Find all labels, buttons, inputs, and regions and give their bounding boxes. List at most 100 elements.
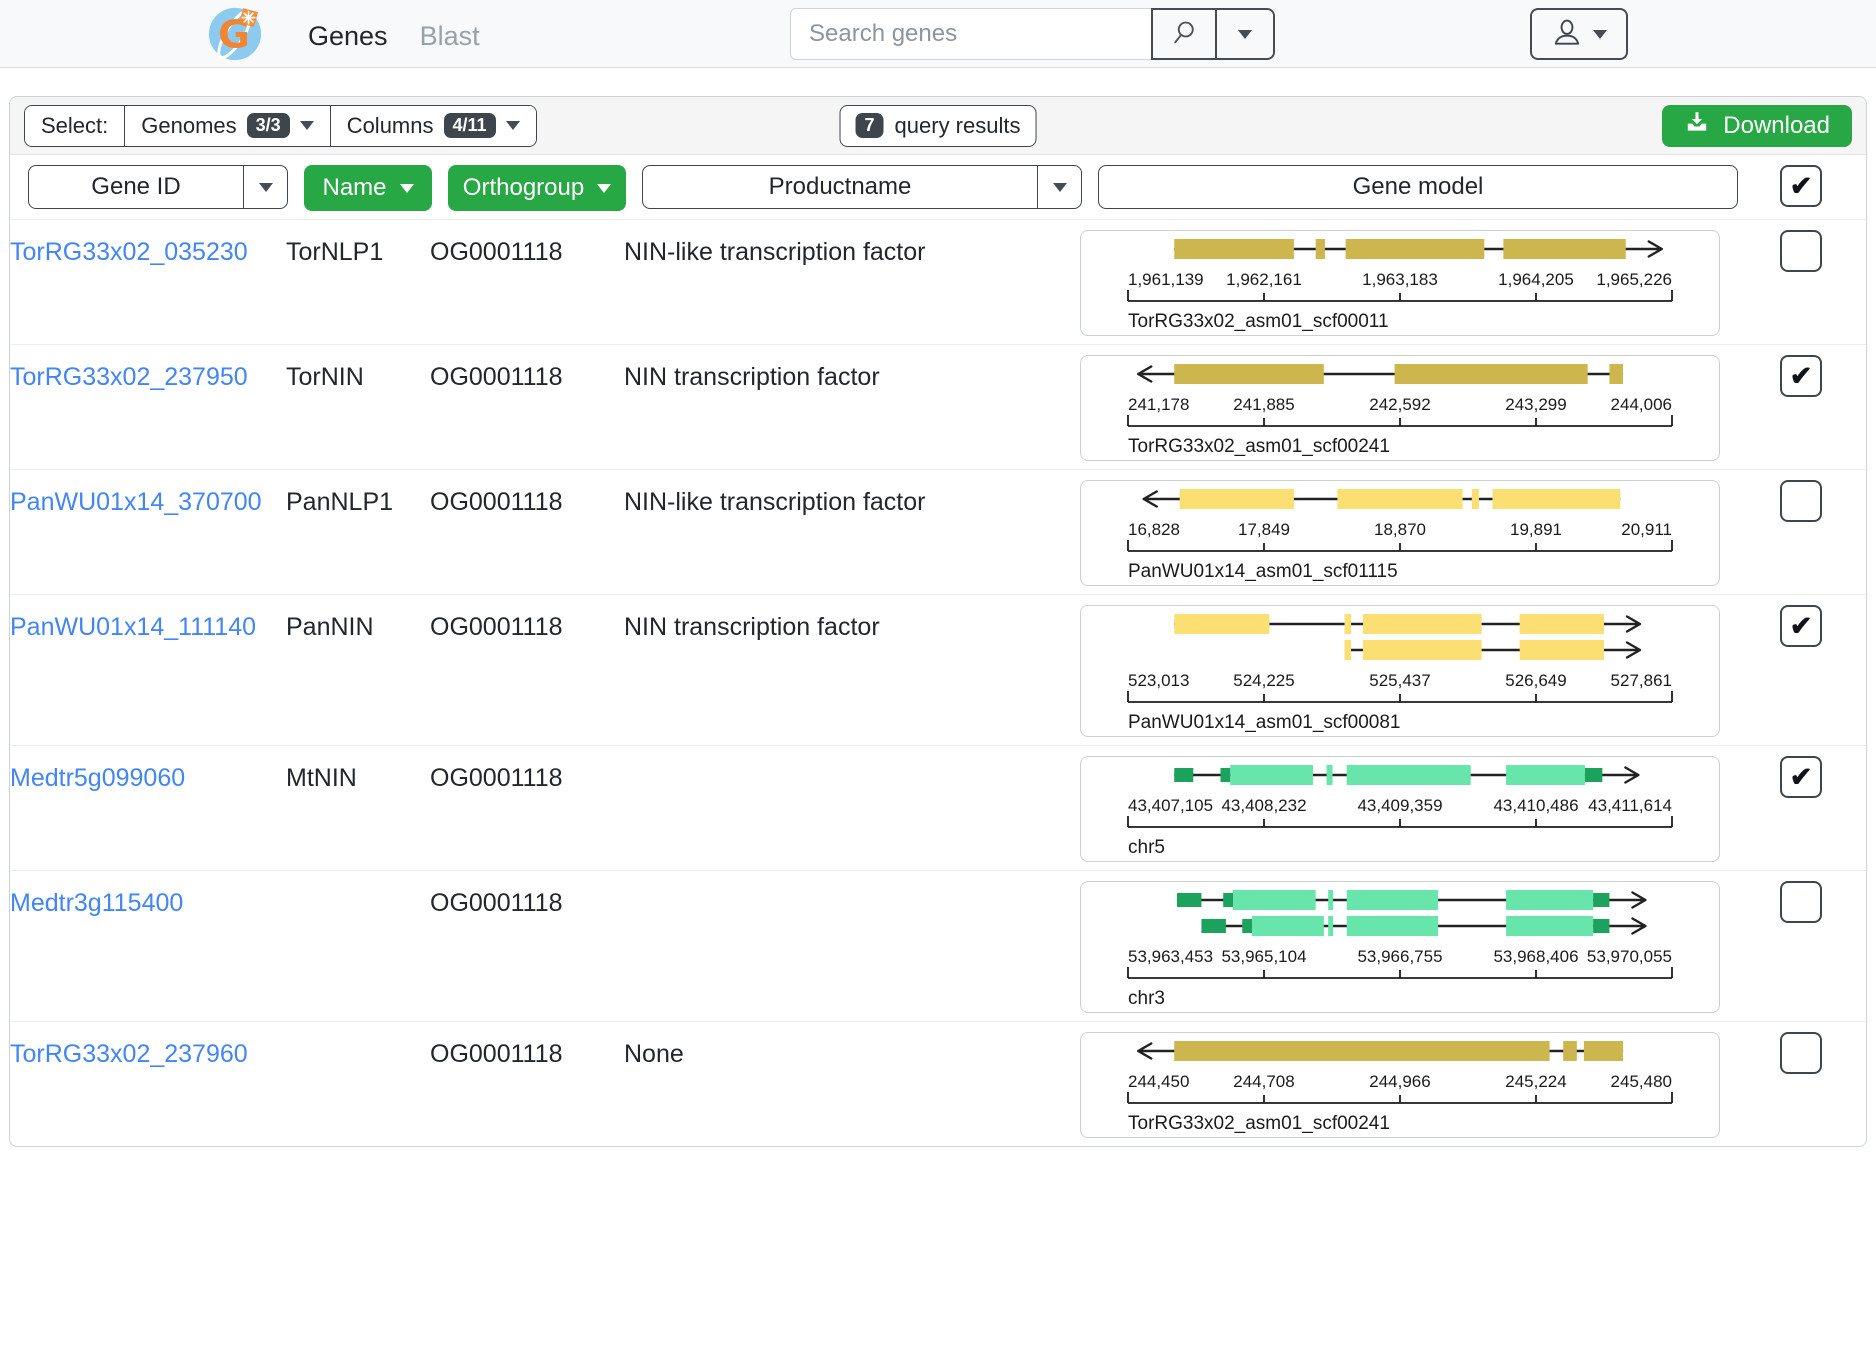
product-name: NIN transcription factor [624, 355, 1064, 392]
table-row: PanWU01x14_370700 PanNLP1 OG0001118 NIN-… [10, 469, 1866, 594]
gene-model-card[interactable]: 241,178241,885242,592243,299244,006TorRG… [1080, 355, 1720, 461]
svg-text:G: G [218, 13, 250, 58]
results-label: query results [895, 113, 1021, 139]
header-gene-id[interactable]: Gene ID [28, 165, 288, 209]
gene-id-link[interactable]: TorRG33x02_035230 [10, 230, 270, 267]
svg-text:20,911: 20,911 [1621, 520, 1672, 539]
row-checkbox[interactable] [1780, 881, 1822, 923]
header-gene-model-label: Gene model [1099, 173, 1737, 201]
columns-label: Columns [347, 113, 434, 139]
svg-text:241,178: 241,178 [1128, 395, 1189, 414]
gene-model-card[interactable]: 53,963,45353,965,10453,966,75553,968,406… [1080, 881, 1720, 1013]
table-row: TorRG33x02_035230 TorNLP1 OG0001118 NIN-… [10, 219, 1866, 344]
gene-id-link[interactable]: PanWU01x14_370700 [10, 480, 270, 517]
orthogroup-id: OG0001118 [430, 756, 608, 793]
svg-text:524,225: 524,225 [1233, 671, 1294, 690]
chevron-down-icon [300, 121, 314, 130]
columns-count-badge: 4/11 [444, 113, 496, 139]
header-orthogroup-label: Orthogroup [463, 174, 584, 202]
svg-text:43,407,105: 43,407,105 [1128, 796, 1213, 815]
user-menu-button[interactable] [1530, 8, 1628, 60]
top-navbar: G Genes Blast [0, 0, 1876, 68]
row-checkbox[interactable] [1780, 230, 1822, 272]
user-icon [1551, 17, 1583, 52]
download-button[interactable]: Download [1662, 105, 1852, 147]
table-row: Medtr5g099060 MtNIN OG0001118 43,407,105… [10, 745, 1866, 870]
svg-text:53,963,453: 53,963,453 [1128, 947, 1213, 966]
gene-id-link[interactable]: TorRG33x02_237960 [10, 1032, 270, 1069]
gene-id-link[interactable]: Medtr3g115400 [10, 881, 270, 918]
gene-model-card[interactable]: 1,961,1391,962,1611,963,1831,964,2051,96… [1080, 230, 1720, 336]
gene-id-link[interactable]: Medtr5g099060 [10, 756, 270, 793]
search-buttons [1151, 8, 1275, 60]
svg-text:53,970,055: 53,970,055 [1587, 947, 1672, 966]
svg-text:17,849: 17,849 [1238, 520, 1290, 539]
search-button[interactable] [1153, 10, 1217, 58]
header-orthogroup[interactable]: Orthogroup [448, 165, 626, 211]
svg-text:526,649: 526,649 [1505, 671, 1566, 690]
toolbar: Select: Genomes 3/3 Columns 4/11 7 query… [10, 97, 1866, 155]
svg-text:18,870: 18,870 [1374, 520, 1426, 539]
gene-id-sort-dropdown[interactable] [243, 166, 287, 208]
svg-text:1,964,205: 1,964,205 [1498, 270, 1574, 289]
chevron-down-icon [597, 184, 611, 193]
gene-model-card[interactable]: 244,450244,708244,966245,224245,480TorRG… [1080, 1032, 1720, 1138]
genomes-filter-button[interactable]: Genomes 3/3 [125, 106, 330, 146]
select-all-checkbox[interactable]: ✔ [1780, 165, 1822, 207]
gene-name: PanNLP1 [286, 480, 414, 517]
product-name: NIN transcription factor [624, 605, 1064, 642]
header-name[interactable]: Name [304, 165, 432, 211]
genomes-label: Genomes [141, 113, 236, 139]
svg-text:1,963,183: 1,963,183 [1362, 270, 1438, 289]
row-checkbox[interactable]: ✔ [1780, 355, 1822, 397]
search-input[interactable] [790, 8, 1152, 60]
svg-text:244,450: 244,450 [1128, 1072, 1189, 1091]
product-name: NIN-like transcription factor [624, 230, 1064, 267]
header-name-label: Name [322, 174, 386, 202]
chevron-down-icon [1053, 183, 1067, 192]
gene-model-card[interactable]: 523,013524,225525,437526,649527,861PanWU… [1080, 605, 1720, 737]
results-panel: Select: Genomes 3/3 Columns 4/11 7 query… [9, 96, 1867, 1147]
header-productname[interactable]: Productname [642, 165, 1082, 209]
productname-sort-dropdown[interactable] [1037, 166, 1081, 208]
gene-model-card[interactable]: 43,407,10543,408,23243,409,35943,410,486… [1080, 756, 1720, 862]
svg-text:TorRG33x02_asm01_scf00241: TorRG33x02_asm01_scf00241 [1128, 436, 1390, 457]
gene-id-link[interactable]: PanWU01x14_111140 [10, 605, 270, 642]
product-name [624, 756, 1064, 764]
row-checkbox[interactable] [1780, 480, 1822, 522]
gene-name: PanNIN [286, 605, 414, 642]
tab-genes[interactable]: Genes [308, 21, 388, 52]
tab-blast[interactable]: Blast [420, 21, 480, 52]
chevron-down-icon [506, 121, 520, 130]
svg-text:53,966,755: 53,966,755 [1357, 947, 1442, 966]
svg-text:chr3: chr3 [1128, 988, 1165, 1009]
svg-text:43,408,232: 43,408,232 [1221, 796, 1306, 815]
svg-text:43,410,486: 43,410,486 [1493, 796, 1578, 815]
search-icon [1170, 19, 1198, 50]
svg-text:241,885: 241,885 [1233, 395, 1294, 414]
search-options-button[interactable] [1217, 10, 1273, 58]
svg-text:PanWU01x14_asm01_scf01115: PanWU01x14_asm01_scf01115 [1128, 561, 1398, 582]
svg-text:1,961,139: 1,961,139 [1128, 270, 1204, 289]
check-icon: ✔ [1790, 613, 1813, 640]
row-checkbox[interactable] [1780, 1032, 1822, 1074]
gene-name [286, 881, 414, 889]
product-name [624, 881, 1064, 889]
gene-id-link[interactable]: TorRG33x02_237950 [10, 355, 270, 392]
app-logo-icon[interactable]: G [206, 5, 264, 68]
genomes-count-badge: 3/3 [247, 113, 290, 139]
row-checkbox[interactable]: ✔ [1780, 605, 1822, 647]
row-checkbox[interactable]: ✔ [1780, 756, 1822, 798]
svg-text:1,965,226: 1,965,226 [1596, 270, 1672, 289]
check-icon: ✔ [1790, 173, 1813, 200]
gene-model-card[interactable]: 16,82817,84918,87019,89120,911PanWU01x14… [1080, 480, 1720, 586]
svg-text:245,224: 245,224 [1505, 1072, 1566, 1091]
gene-name [286, 1032, 414, 1040]
header-gene-model[interactable]: Gene model [1098, 165, 1738, 209]
svg-text:53,968,406: 53,968,406 [1493, 947, 1578, 966]
chevron-down-icon [259, 183, 273, 192]
svg-text:525,437: 525,437 [1369, 671, 1430, 690]
columns-filter-button[interactable]: Columns 4/11 [331, 106, 536, 146]
select-group: Select: Genomes 3/3 Columns 4/11 [24, 105, 537, 147]
gene-name: TorNIN [286, 355, 414, 392]
